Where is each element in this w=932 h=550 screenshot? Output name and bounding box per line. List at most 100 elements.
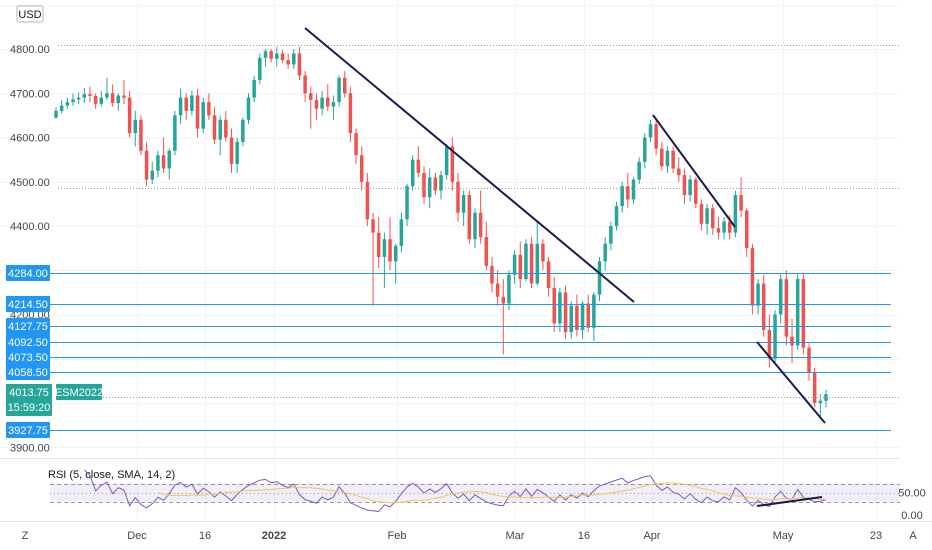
candle — [450, 137, 455, 191]
candle-body — [818, 400, 823, 403]
candle — [699, 199, 704, 231]
time-axis-bar: Z A — [0, 521, 932, 542]
candle — [150, 161, 155, 184]
candle-body — [654, 124, 658, 149]
candle — [303, 71, 307, 103]
candle — [660, 141, 664, 171]
candle-body — [252, 79, 256, 98]
candle — [348, 86, 353, 142]
candle — [484, 221, 489, 271]
candle-body — [744, 210, 749, 249]
candle — [422, 166, 426, 204]
candle-body — [501, 296, 506, 304]
candle — [201, 97, 205, 134]
candle — [592, 292, 596, 342]
candle-body — [320, 97, 324, 109]
candle — [342, 71, 347, 98]
y-tick-label: 4800.00 — [10, 44, 50, 56]
symbol-tag[interactable]: ESM2022 — [55, 384, 103, 400]
candle — [677, 157, 681, 182]
last-price-tag[interactable]: 4013.75 15:59:20 — [6, 384, 52, 416]
candle — [405, 183, 409, 226]
rsi-band — [50, 483, 900, 502]
price-level-tag[interactable]: 4058.50 — [6, 364, 50, 380]
candle-body — [512, 254, 517, 275]
candle — [546, 256, 551, 297]
candle — [427, 168, 432, 209]
candle-body — [99, 97, 104, 104]
price-level-tag[interactable]: 4284.00 — [6, 265, 50, 281]
candle-body — [82, 94, 87, 98]
candle — [682, 168, 687, 204]
chart-grid — [0, 0, 900, 521]
y-tick-label: 3900.00 — [10, 442, 50, 454]
candle-body — [484, 237, 489, 266]
y-tick-label: 4500.00 — [10, 177, 50, 189]
candle — [614, 201, 619, 231]
candle-body — [812, 372, 817, 403]
candle — [563, 285, 568, 339]
candle-body — [416, 159, 421, 173]
candle — [54, 107, 58, 119]
price-level-lines[interactable] — [50, 45, 900, 431]
candle — [354, 128, 358, 165]
x-tick-label: 16 — [578, 530, 590, 542]
price-level-tag[interactable]: 4214.50 — [6, 296, 50, 312]
candle-body — [495, 283, 500, 297]
price-level-tag[interactable]: 4073.50 — [6, 349, 50, 365]
candle — [778, 274, 783, 324]
rsi-line — [83, 469, 827, 513]
candle — [529, 237, 534, 288]
candle — [824, 389, 828, 408]
candle — [326, 84, 330, 111]
x-tick-label: Mar — [506, 530, 525, 542]
svg-text:4092.50: 4092.50 — [8, 337, 48, 349]
y-tick-label: 4400.00 — [10, 221, 50, 233]
candle-body — [303, 75, 307, 94]
x-tick-label: Feb — [388, 530, 407, 542]
candle-body — [167, 150, 171, 169]
price-level-tag[interactable]: 4127.75 — [6, 318, 50, 334]
candle-body — [161, 155, 166, 169]
candle-body — [575, 305, 579, 330]
candle-body — [790, 336, 794, 346]
auto-scale-button[interactable]: A — [909, 530, 917, 542]
candle-body — [620, 186, 624, 207]
candle-body — [263, 51, 268, 58]
candle — [620, 181, 624, 213]
svg-text:15:59:20: 15:59:20 — [8, 402, 51, 414]
candle-body — [778, 279, 783, 315]
candle-body — [563, 292, 568, 333]
price-axis[interactable]: 4800.004700.004600.004500.004400.004300.… — [6, 44, 103, 454]
rsi-indicator-label[interactable]: RSI (5, close, SMA, 14, 2) — [48, 469, 175, 481]
candle — [297, 46, 302, 80]
zoom-z-button[interactable]: Z — [22, 530, 29, 542]
candle-body — [212, 115, 217, 140]
trendlines[interactable] — [304, 27, 826, 424]
candle-body — [677, 168, 681, 176]
currency-badge[interactable]: USD — [16, 5, 44, 23]
candle-body — [144, 150, 149, 180]
candle — [586, 294, 590, 333]
candle-body — [405, 186, 409, 220]
candle — [156, 150, 160, 178]
candle-body — [688, 179, 692, 196]
candle-body — [139, 119, 143, 151]
candle — [320, 91, 324, 116]
candle-body — [660, 148, 664, 167]
candle-body — [784, 279, 789, 337]
candle-body — [365, 181, 370, 220]
candle — [722, 217, 726, 240]
candle-body — [597, 261, 602, 295]
candle — [382, 232, 387, 288]
candle-body — [433, 177, 438, 191]
price-level-tag[interactable]: 3927.75 — [6, 422, 50, 438]
candle — [359, 146, 364, 191]
price-level-tag[interactable]: 4092.50 — [6, 334, 50, 350]
candle-body — [76, 97, 81, 100]
trendline — [652, 114, 736, 228]
rsi-pane: RSI (5, close, SMA, 14, 2) 50.00 0.00 — [0, 458, 926, 522]
candle — [784, 270, 789, 346]
candle — [750, 243, 755, 315]
